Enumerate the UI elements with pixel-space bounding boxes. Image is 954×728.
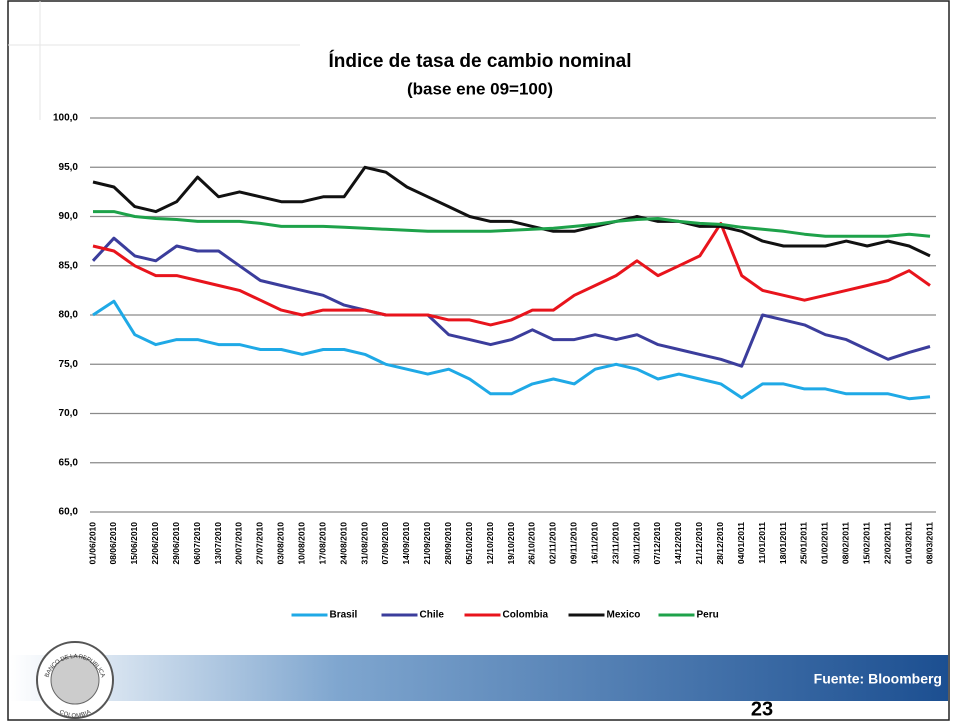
x-tick-label: 14/09/2010 xyxy=(401,522,411,565)
x-tick-label: 25/01/2011 xyxy=(799,522,809,564)
x-tick-label: 31/08/2010 xyxy=(359,522,369,565)
y-tick-label: 80,0 xyxy=(59,310,79,321)
series-line xyxy=(92,165,931,258)
x-tick-label: 01/06/2010 xyxy=(87,522,97,565)
y-tick-label: 100,0 xyxy=(53,113,78,124)
x-tick-label: 08/02/2011 xyxy=(841,522,851,564)
x-tick-label: 28/12/2010 xyxy=(715,522,725,565)
y-tick-label: 70,0 xyxy=(59,408,79,419)
chart: 60,0 65,0 70,0 75,0 80,0 85,0 90,0 95,0 100,0 01/… xyxy=(53,113,936,621)
logo: BANCO DE LA REPUBLICA COLOMBIA xyxy=(36,641,114,719)
y-tick-label: 65,0 xyxy=(59,457,79,468)
legend-label: Colombia xyxy=(503,610,549,621)
chart-subtitle: (base ene 09=100) xyxy=(407,79,553,98)
x-tick-label: 06/07/2010 xyxy=(192,522,202,565)
x-tick-label: 03/08/2010 xyxy=(276,522,286,565)
series-line xyxy=(91,236,931,368)
x-tick-label: 28/09/2010 xyxy=(443,522,453,565)
x-tick-label: 20/07/2010 xyxy=(234,522,244,565)
x-tick-label: 08/06/2010 xyxy=(108,522,118,565)
x-tick-label: 17/08/2010 xyxy=(317,522,327,565)
x-tick-label: 26/10/2010 xyxy=(527,522,537,565)
series-line xyxy=(92,299,931,401)
y-tick-label: 60,0 xyxy=(59,507,79,518)
source: Fuente: Bloomberg xyxy=(814,671,942,687)
y-tick-label: 95,0 xyxy=(59,162,79,173)
x-tick-label: 13/07/2010 xyxy=(213,522,223,565)
x-tick-label: 22/06/2010 xyxy=(150,522,160,565)
x-tick-label: 22/02/2011 xyxy=(882,522,892,564)
x-tick-label: 30/11/2010 xyxy=(631,522,641,564)
y-tick-label: 75,0 xyxy=(59,359,79,370)
x-tick-label: 21/09/2010 xyxy=(422,522,432,565)
page-number: 23 xyxy=(751,698,773,720)
x-tick-label: 05/10/2010 xyxy=(464,522,474,565)
footer-band xyxy=(10,655,948,701)
legend-label: Mexico xyxy=(607,610,641,621)
y-tick-label: 90,0 xyxy=(59,211,79,222)
x-tick-label: 04/01/2011 xyxy=(736,522,746,564)
x-tick-label: 10/08/2010 xyxy=(297,522,307,565)
x-tick-label: 01/02/2011 xyxy=(820,522,830,564)
x-tick-label: 15/06/2010 xyxy=(129,522,139,565)
x-tick-label: 07/12/2010 xyxy=(652,522,662,565)
seal-bottom: COLOMBIA xyxy=(58,709,92,719)
legend-label: Peru xyxy=(697,610,719,621)
x-tick-label: 12/10/2010 xyxy=(485,522,495,565)
slide-frame xyxy=(7,0,950,721)
seal-portrait xyxy=(50,655,100,705)
x-tick-label: 19/10/2010 xyxy=(506,522,516,565)
legend-label: Chile xyxy=(420,610,445,621)
x-tick-label: 27/07/2010 xyxy=(255,522,265,565)
series-line xyxy=(92,221,931,327)
x-tick-label: 02/11/2010 xyxy=(548,522,558,564)
series-line xyxy=(93,210,931,238)
x-tick-label: 16/11/2010 xyxy=(589,522,599,564)
chart-title: Índice de tasa de cambio nominal xyxy=(328,50,631,72)
y-tick-label: 85,0 xyxy=(59,260,79,271)
x-tick-label: 23/11/2010 xyxy=(610,522,620,564)
x-tick-label: 29/06/2010 xyxy=(171,522,181,565)
legend-label: Brasil xyxy=(330,610,358,621)
x-tick-label: 18/01/2011 xyxy=(778,522,788,564)
x-tick-label: 07/09/2010 xyxy=(380,522,390,565)
x-tick-label: 09/11/2010 xyxy=(569,522,579,564)
x-tick-label: 11/01/2011 xyxy=(757,522,767,564)
x-tick-label: 21/12/2010 xyxy=(694,522,704,565)
x-tick-label: 24/08/2010 xyxy=(338,522,348,565)
seal-text: COLOMBIA xyxy=(58,709,92,719)
x-tick-label: 15/02/2011 xyxy=(861,522,871,564)
x-tick-label: 14/12/2010 xyxy=(673,522,683,565)
x-tick-label: 08/03/2011 xyxy=(924,522,934,564)
x-tick-label: 01/03/2011 xyxy=(903,522,913,564)
